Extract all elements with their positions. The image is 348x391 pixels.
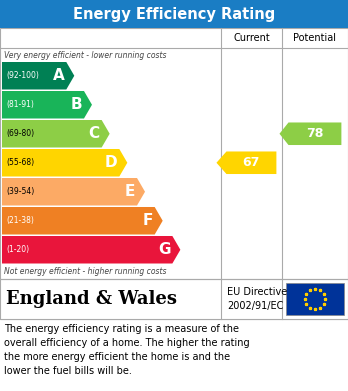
Polygon shape — [2, 91, 92, 118]
Bar — [286, 283, 344, 315]
Text: Energy Efficiency Rating: Energy Efficiency Rating — [73, 7, 275, 22]
Text: The energy efficiency rating is a measure of the
overall efficiency of a home. T: The energy efficiency rating is a measur… — [4, 324, 250, 376]
Text: (92-100): (92-100) — [6, 71, 39, 80]
Text: Potential: Potential — [293, 33, 337, 43]
Text: (1-20): (1-20) — [6, 245, 29, 254]
Text: B: B — [70, 97, 82, 112]
Text: 78: 78 — [306, 127, 324, 140]
Text: A: A — [53, 68, 64, 83]
Text: (21-38): (21-38) — [6, 216, 34, 225]
Polygon shape — [2, 207, 163, 235]
Bar — [0, 28, 348, 319]
Polygon shape — [2, 62, 74, 90]
Polygon shape — [2, 236, 180, 264]
Text: (81-91): (81-91) — [6, 100, 34, 109]
Text: Not energy efficient - higher running costs: Not energy efficient - higher running co… — [4, 267, 166, 276]
Polygon shape — [216, 151, 276, 174]
Polygon shape — [2, 120, 110, 147]
Text: 67: 67 — [243, 156, 260, 169]
Bar — [0, 0, 348, 28]
Text: (39-54): (39-54) — [6, 187, 34, 196]
Text: England & Wales: England & Wales — [6, 290, 177, 308]
Text: F: F — [142, 213, 153, 228]
Bar — [0, 279, 348, 319]
Text: E: E — [125, 184, 135, 199]
Polygon shape — [279, 122, 341, 145]
Polygon shape — [2, 149, 127, 176]
Text: Very energy efficient - lower running costs: Very energy efficient - lower running co… — [4, 52, 166, 61]
Text: C: C — [88, 126, 100, 141]
Text: (55-68): (55-68) — [6, 158, 34, 167]
Text: D: D — [105, 155, 117, 170]
Polygon shape — [2, 178, 145, 206]
Text: EU Directive
2002/91/EC: EU Directive 2002/91/EC — [227, 287, 287, 310]
Text: (69-80): (69-80) — [6, 129, 34, 138]
Text: G: G — [158, 242, 171, 257]
Text: Current: Current — [233, 33, 270, 43]
